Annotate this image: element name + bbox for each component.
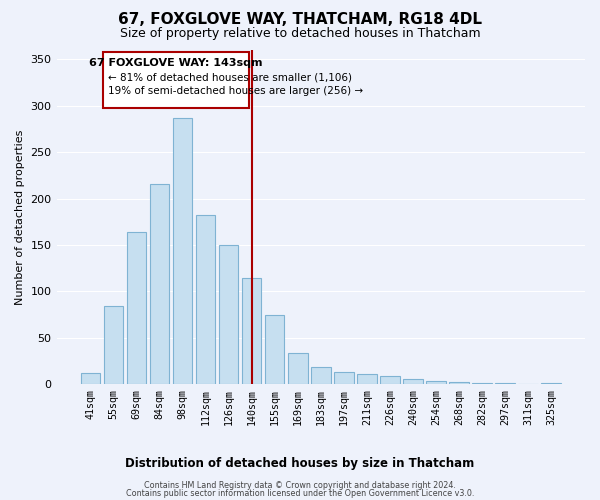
Bar	[541, 383, 561, 384]
Bar	[288, 352, 308, 384]
FancyBboxPatch shape	[103, 52, 250, 108]
Bar	[496, 383, 515, 384]
Bar	[80, 373, 100, 384]
Bar	[196, 215, 215, 384]
Text: 67 FOXGLOVE WAY: 143sqm: 67 FOXGLOVE WAY: 143sqm	[89, 58, 263, 68]
Y-axis label: Number of detached properties: Number of detached properties	[15, 130, 25, 305]
Text: Distribution of detached houses by size in Thatcham: Distribution of detached houses by size …	[125, 458, 475, 470]
Bar	[449, 382, 469, 384]
Bar	[403, 380, 423, 384]
Bar	[311, 368, 331, 384]
Text: Contains public sector information licensed under the Open Government Licence v3: Contains public sector information licen…	[126, 489, 474, 498]
Bar	[173, 118, 193, 384]
Bar	[380, 376, 400, 384]
Bar	[334, 372, 353, 384]
Bar	[357, 374, 377, 384]
Bar	[149, 184, 169, 384]
Text: Contains HM Land Registry data © Crown copyright and database right 2024.: Contains HM Land Registry data © Crown c…	[144, 481, 456, 490]
Bar	[219, 245, 238, 384]
Bar	[127, 232, 146, 384]
Text: 67, FOXGLOVE WAY, THATCHAM, RG18 4DL: 67, FOXGLOVE WAY, THATCHAM, RG18 4DL	[118, 12, 482, 28]
Text: ← 81% of detached houses are smaller (1,106): ← 81% of detached houses are smaller (1,…	[107, 72, 352, 83]
Text: 19% of semi-detached houses are larger (256) →: 19% of semi-detached houses are larger (…	[107, 86, 363, 96]
Bar	[265, 314, 284, 384]
Text: Size of property relative to detached houses in Thatcham: Size of property relative to detached ho…	[119, 28, 481, 40]
Bar	[426, 382, 446, 384]
Bar	[242, 278, 262, 384]
Bar	[104, 306, 123, 384]
Bar	[472, 383, 492, 384]
